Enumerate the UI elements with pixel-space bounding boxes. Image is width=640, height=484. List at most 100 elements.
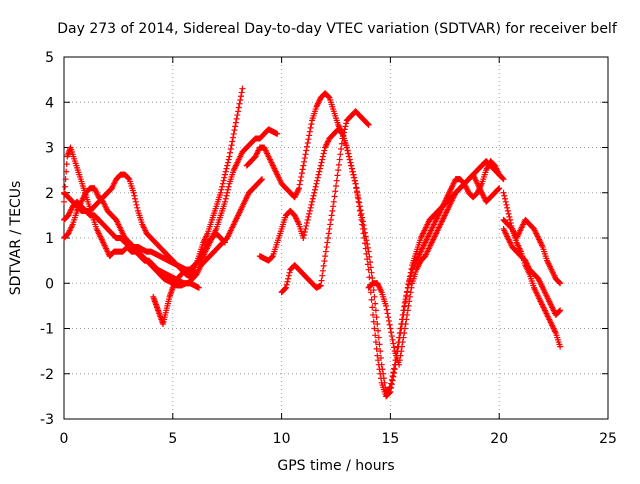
data-point xyxy=(325,93,332,100)
y-tick-label: 0 xyxy=(45,276,54,292)
data-point xyxy=(317,162,324,169)
data-point xyxy=(348,162,355,169)
data-point xyxy=(228,142,235,149)
data-point xyxy=(388,381,395,388)
data-point xyxy=(320,150,327,157)
data-point xyxy=(225,156,232,163)
data-point xyxy=(62,183,69,190)
series-1 xyxy=(61,185,202,291)
data-point xyxy=(338,140,345,147)
data-point xyxy=(345,150,352,157)
data-point xyxy=(307,124,314,131)
x-tick-label: 25 xyxy=(599,431,617,447)
data-point xyxy=(505,210,512,217)
data-point xyxy=(365,121,372,128)
data-point xyxy=(557,343,564,350)
data-point xyxy=(237,96,244,103)
data-point xyxy=(358,216,365,223)
data-point xyxy=(366,274,373,281)
data-point xyxy=(298,170,305,177)
data-points xyxy=(61,85,564,400)
data-point xyxy=(318,277,325,284)
data-point xyxy=(131,192,138,199)
data-point xyxy=(368,296,375,303)
data-point xyxy=(360,222,367,229)
data-point xyxy=(285,272,292,279)
data-point xyxy=(321,147,328,154)
data-point xyxy=(390,340,397,347)
data-point xyxy=(357,212,364,219)
data-point xyxy=(352,180,359,187)
data-point xyxy=(325,235,332,241)
data-point xyxy=(62,176,69,183)
data-point xyxy=(504,207,511,214)
data-point xyxy=(320,262,327,269)
data-point xyxy=(506,213,513,220)
data-point xyxy=(319,156,326,163)
data-point xyxy=(377,348,384,355)
data-point xyxy=(375,334,382,341)
data-point xyxy=(327,216,334,223)
data-point xyxy=(239,85,246,92)
x-tick-label: 5 xyxy=(168,431,177,447)
data-point xyxy=(224,186,231,193)
data-point xyxy=(333,177,340,184)
series-8 xyxy=(365,171,503,368)
y-tick-label: 1 xyxy=(45,231,54,247)
data-point xyxy=(389,336,396,343)
series-7 xyxy=(278,108,372,296)
data-point xyxy=(302,225,309,232)
data-point xyxy=(134,204,141,211)
data-point xyxy=(313,180,320,187)
data-point xyxy=(232,119,239,126)
data-point xyxy=(323,244,330,251)
data-point xyxy=(298,173,305,180)
data-point xyxy=(340,132,347,139)
data-point xyxy=(324,239,331,246)
y-tick-label: 4 xyxy=(45,95,54,111)
data-point xyxy=(501,192,508,199)
data-point xyxy=(335,161,342,168)
data-point xyxy=(370,318,377,325)
data-point xyxy=(224,162,231,169)
data-point xyxy=(404,311,411,318)
data-point xyxy=(327,221,334,228)
data-point xyxy=(361,235,368,241)
x-axis-label: GPS time / hours xyxy=(277,458,394,474)
x-tick-labels: 0 5 10 15 20 25 xyxy=(60,431,617,447)
chart-title: Day 273 of 2014, Sidereal Day-to-day VTE… xyxy=(57,21,618,37)
data-point xyxy=(364,121,371,128)
data-point xyxy=(330,203,337,210)
data-point xyxy=(283,281,290,288)
data-point xyxy=(405,281,412,288)
data-point xyxy=(303,147,310,154)
data-point xyxy=(384,310,391,317)
data-point xyxy=(502,195,509,202)
data-point xyxy=(369,274,376,281)
data-point xyxy=(385,317,392,324)
data-point xyxy=(195,284,202,291)
data-point xyxy=(224,159,231,166)
data-point xyxy=(500,176,507,183)
data-point xyxy=(557,307,564,314)
data-point xyxy=(353,185,360,192)
series-6 xyxy=(256,126,503,400)
data-point xyxy=(355,198,362,205)
data-point xyxy=(383,306,390,313)
data-point xyxy=(219,183,226,190)
y-tick-labels: -3 -2 -1 0 1 2 3 4 5 xyxy=(40,50,54,428)
data-point xyxy=(304,139,311,146)
data-point xyxy=(63,168,70,175)
data-point xyxy=(500,189,507,196)
data-point xyxy=(221,238,228,245)
data-point xyxy=(259,176,266,183)
data-point xyxy=(319,153,326,160)
data-point xyxy=(286,269,293,276)
data-point xyxy=(225,183,232,190)
data-point xyxy=(301,155,308,162)
data-point xyxy=(408,284,415,291)
data-point xyxy=(404,307,411,314)
data-point xyxy=(306,132,313,139)
data-point xyxy=(372,339,379,346)
data-point xyxy=(218,186,225,193)
